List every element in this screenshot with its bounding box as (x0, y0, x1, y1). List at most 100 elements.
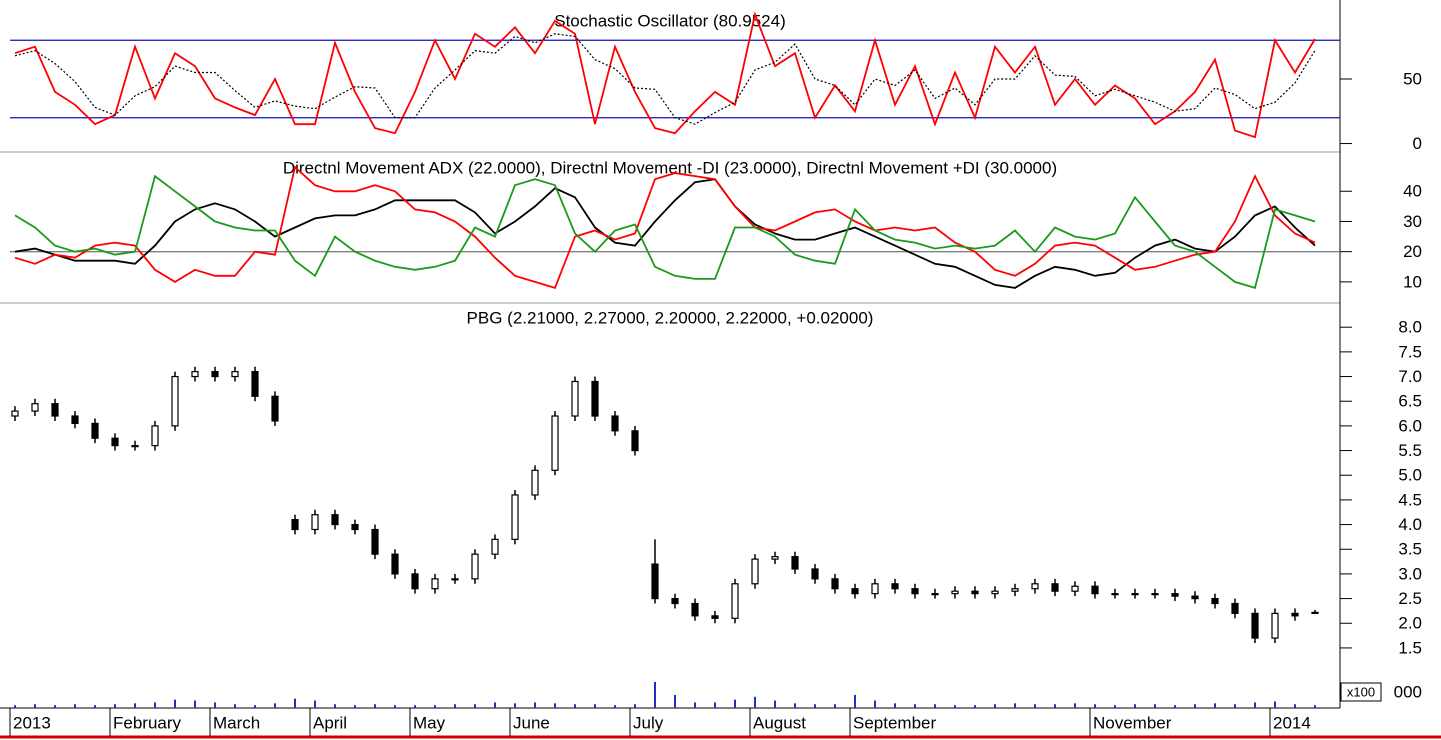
volume-bar (1234, 704, 1236, 708)
candle-body (91, 422, 99, 439)
volume-bar (814, 704, 816, 708)
volume-bar (174, 699, 176, 708)
series-line (14, 178, 1316, 289)
volume-bar (1014, 703, 1016, 708)
unit-box (1340, 682, 1382, 702)
volume-bar (974, 705, 976, 708)
candle-body (931, 593, 939, 596)
volume-bar (794, 703, 796, 708)
candle-body (811, 568, 819, 580)
panel-title: Stochastic Oscillator (80.9524) (554, 11, 786, 30)
volume-bar (774, 700, 776, 708)
volume-bar (614, 705, 616, 708)
volume-bar (234, 704, 236, 708)
x-tick-label: September (853, 713, 936, 732)
y-tick-label: 5.5 (1398, 441, 1422, 460)
volume-bar (854, 694, 856, 708)
volume-bar (714, 702, 716, 708)
x-tick-label: March (213, 713, 260, 732)
x-tick-label: February (113, 713, 182, 732)
volume-bar (1094, 704, 1096, 708)
candle-body (651, 563, 659, 600)
y-tick-label: 8.0 (1398, 318, 1422, 337)
series-line (14, 165, 1316, 290)
candle-body (751, 558, 759, 585)
y-tick-label: 4.0 (1398, 515, 1422, 534)
candle-body (571, 380, 579, 417)
candle-body (331, 514, 339, 526)
candle-body (891, 583, 899, 590)
volume-bar (514, 703, 516, 708)
volume-bar (1114, 705, 1116, 708)
volume-bar (374, 704, 376, 708)
volume-bar (554, 703, 556, 708)
x-tick-label: 2014 (1273, 713, 1311, 732)
candle-body (1251, 612, 1259, 639)
y-tick-label: 0 (1413, 134, 1422, 153)
candle-body (71, 415, 79, 425)
x-tick-label: November (1093, 713, 1172, 732)
y-tick-label: 50 (1403, 69, 1422, 88)
candle-body (1091, 585, 1099, 595)
candle-body (1151, 593, 1159, 596)
candle-body (831, 578, 839, 590)
volume-bar (1134, 704, 1136, 708)
x-tick-label: April (313, 713, 347, 732)
candle-body (1111, 593, 1119, 596)
volume-bar (1074, 703, 1076, 708)
candle-body (11, 410, 19, 417)
y-tick-label: 7.0 (1398, 367, 1422, 386)
x-tick-label: 2013 (13, 713, 51, 732)
candle-body (231, 371, 239, 378)
volume-bar (874, 700, 876, 708)
panel-title: Directnl Movement ADX (22.0000), Directn… (283, 158, 1057, 177)
volume-bar (334, 704, 336, 708)
volume-bar (1194, 704, 1196, 708)
candle-body (151, 425, 159, 447)
candle-body (271, 395, 279, 422)
volume-bar (1034, 704, 1036, 708)
candle-body (1011, 588, 1019, 592)
volume-bar (534, 702, 536, 708)
candle-body (31, 403, 39, 412)
candle-body (1031, 583, 1039, 590)
candle-body (251, 371, 259, 397)
y-tick-label: 6.0 (1398, 416, 1422, 435)
candle-body (111, 437, 119, 447)
candle-body (851, 588, 859, 595)
candle-body (451, 578, 459, 581)
volume-bar (1054, 704, 1056, 708)
candle-body (771, 556, 779, 560)
volume-bar (1314, 705, 1316, 708)
volume-bar (394, 705, 396, 708)
volume-axis-label: 000 (1394, 682, 1422, 701)
candle-body (191, 371, 199, 378)
volume-bar (574, 704, 576, 708)
volume-bar (274, 703, 276, 708)
x-tick-label: August (753, 713, 806, 732)
candle-body (511, 494, 519, 540)
volume-bar (54, 705, 56, 708)
volume-bar (834, 704, 836, 708)
volume-bar (1214, 703, 1216, 708)
candle-body (1171, 593, 1179, 597)
candle-body (611, 415, 619, 432)
candle-body (691, 602, 699, 617)
candle-body (971, 590, 979, 595)
y-tick-label: 1.5 (1398, 638, 1422, 657)
y-tick-label: 40 (1403, 182, 1422, 201)
series-line (14, 33, 1316, 125)
volume-bar (14, 705, 16, 708)
volume-bar (474, 704, 476, 708)
volume-bar (74, 704, 76, 708)
volume-bar (414, 705, 416, 708)
candle-body (211, 371, 219, 378)
volume-bar (754, 696, 756, 708)
candle-body (591, 380, 599, 417)
volume-bar (154, 702, 156, 708)
volume-bar (494, 702, 496, 708)
candle-body (411, 573, 419, 590)
candle-body (171, 375, 179, 427)
candle-body (711, 615, 719, 619)
